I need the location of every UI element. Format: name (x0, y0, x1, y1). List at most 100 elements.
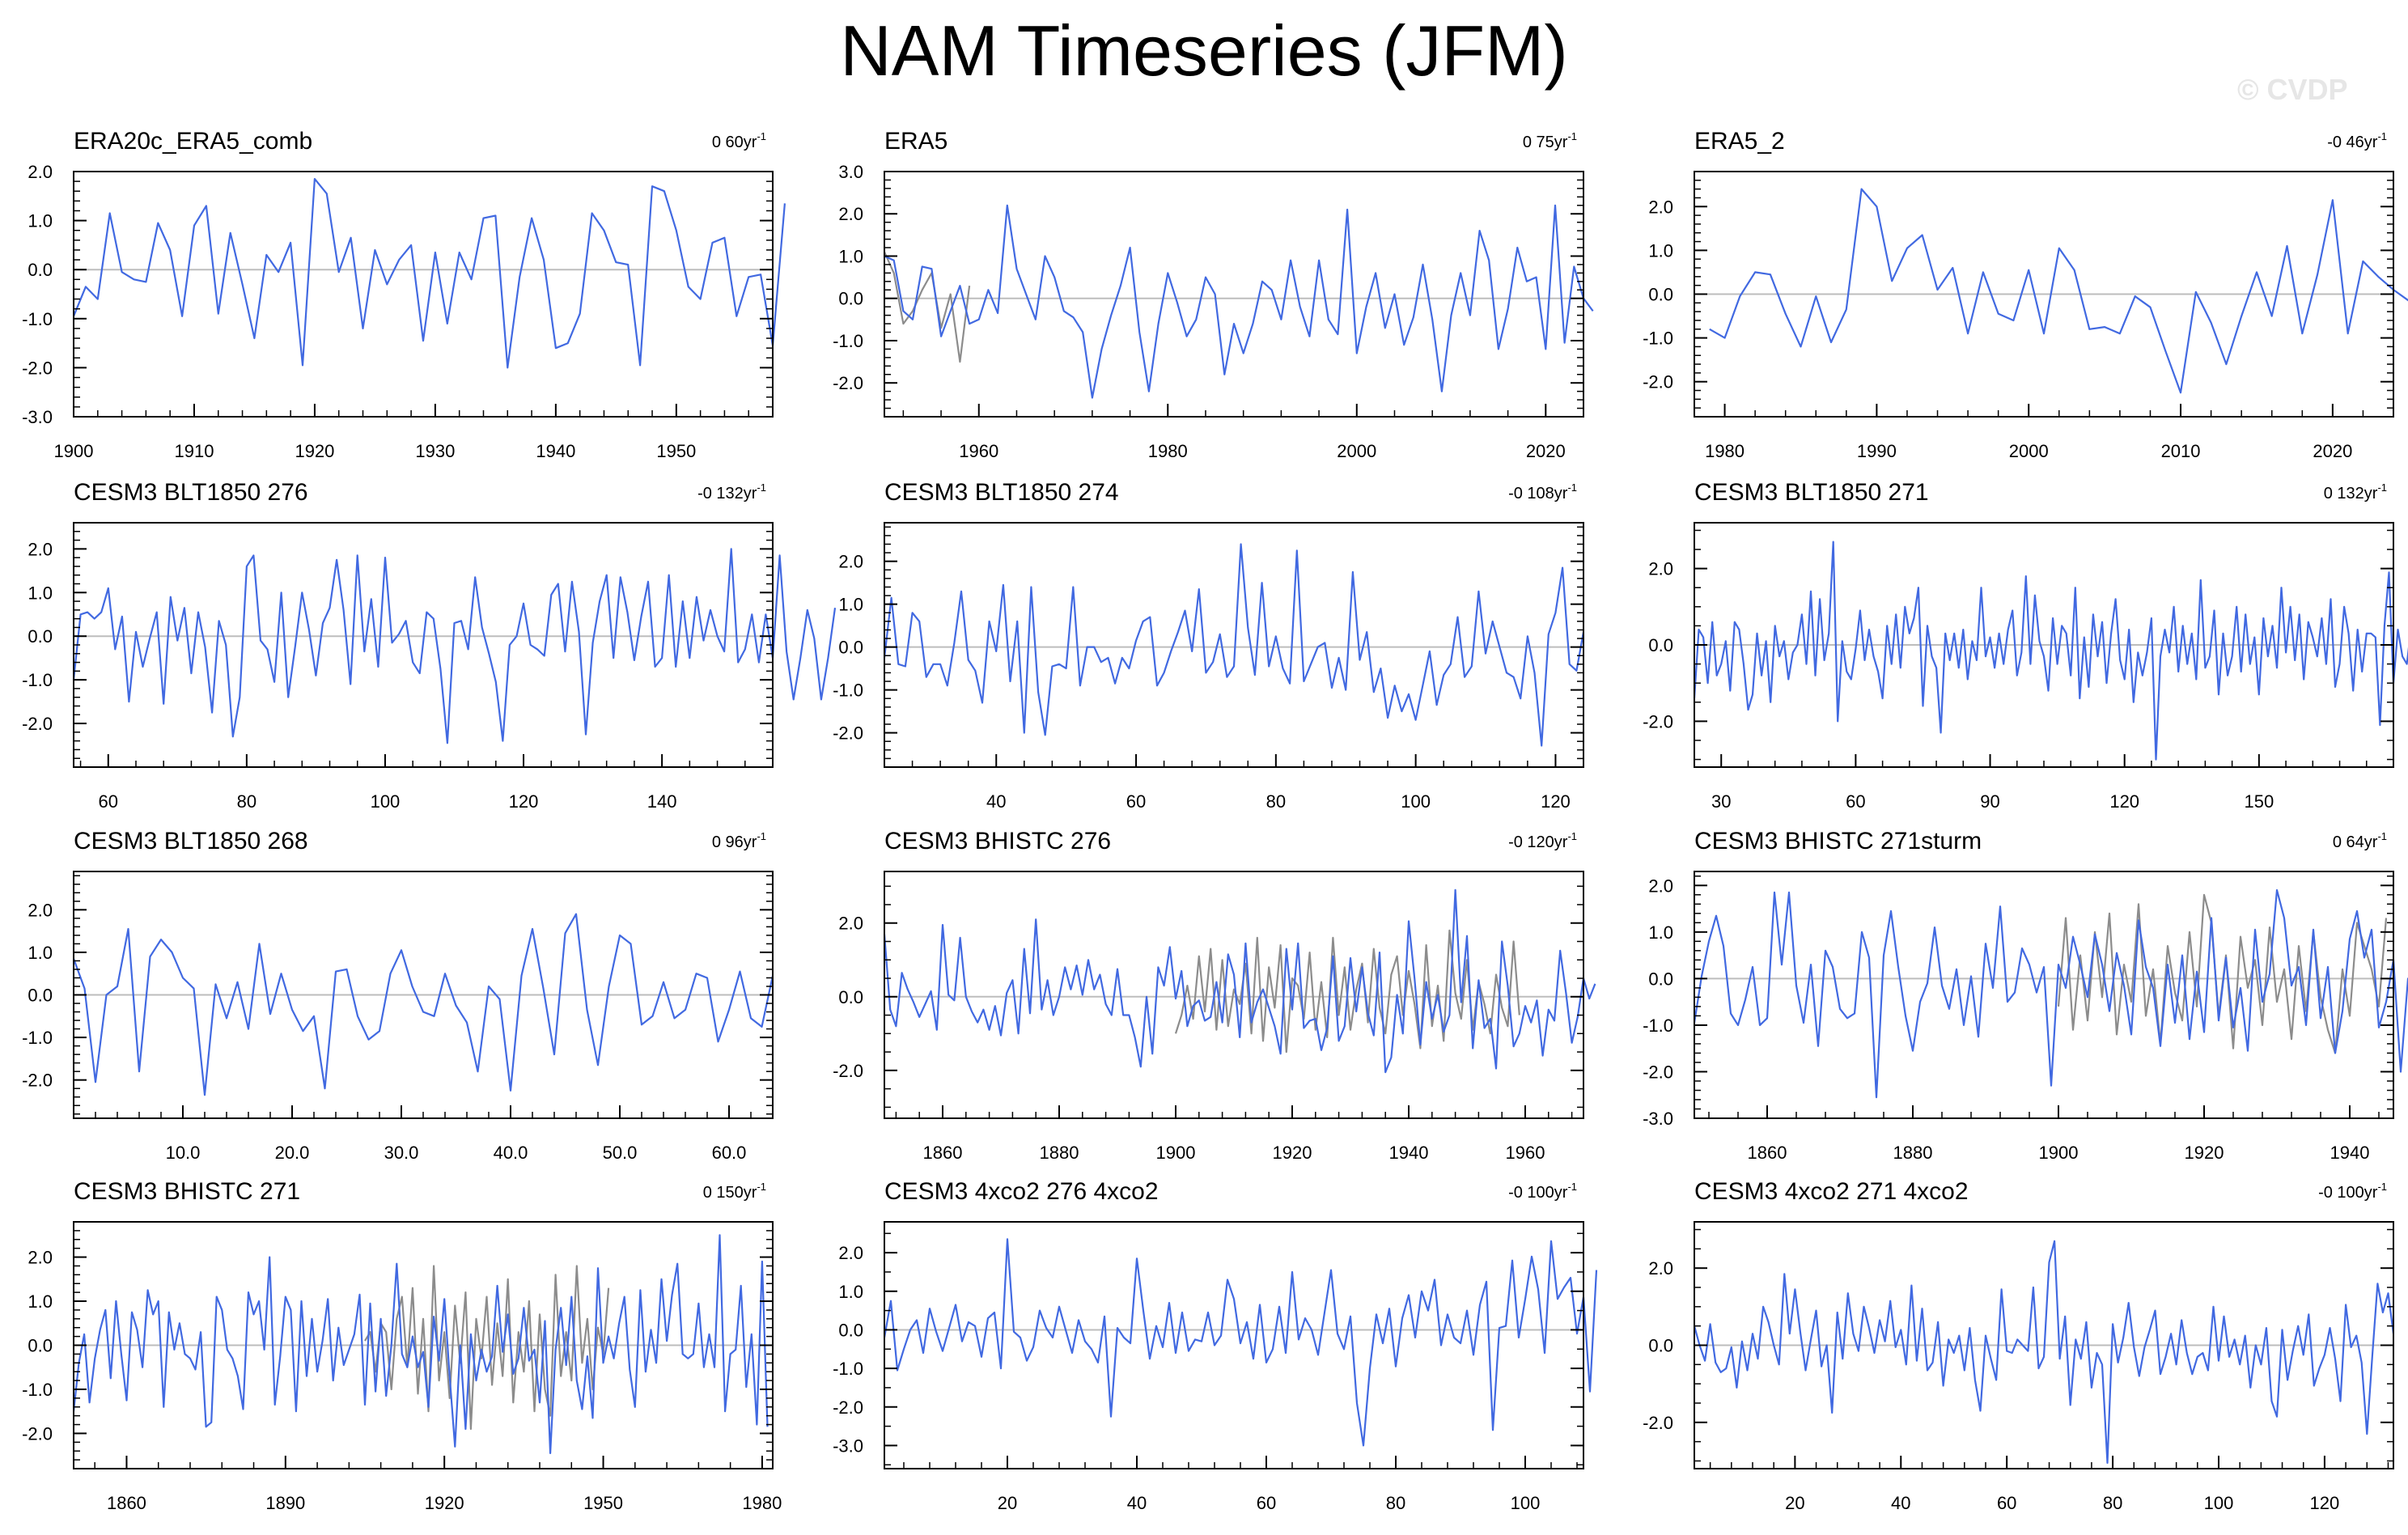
x-tick-label: 80 (237, 791, 256, 812)
y-tick-label: 0.0 (28, 1336, 53, 1356)
y-tick-label: -1.0 (22, 1028, 53, 1048)
x-tick-label: 1860 (107, 1493, 146, 1513)
panel-title: CESM3 4xco2 271 4xco2 (1694, 1178, 1969, 1205)
y-tick-label: 0.0 (838, 638, 863, 658)
trend-label: 0 96yr-1 (712, 830, 766, 851)
y-tick-label: 1.0 (28, 211, 53, 231)
chart-panel-10: CESM3 BHISTC 271 0 150yr-1 -2.0 -1.0 0.0 1.0 2… (22, 1178, 782, 1513)
y-tick-label: -1.0 (833, 681, 863, 701)
y-tick-label: -2.0 (833, 1397, 863, 1418)
series-line (883, 888, 1596, 1074)
y-tick-label: -2.0 (22, 714, 53, 734)
x-tick-label: 120 (2310, 1493, 2340, 1513)
trend-value: 0 64yr (2333, 833, 2378, 851)
panel-title: CESM3 BLT1850 274 (884, 479, 1119, 506)
trend-exponent: -1 (757, 830, 766, 842)
x-tick-label: 1920 (1273, 1143, 1312, 1163)
x-tick-label: 1950 (583, 1493, 623, 1513)
chart-panel-12: CESM3 4xco2 271 4xco2 -0 100yr-1 -2.0 0.0 2.… (1643, 1178, 2395, 1513)
y-tick-label: 1.0 (1648, 922, 1673, 943)
x-tick-label: 60 (99, 791, 118, 812)
plot-frame (1694, 871, 2394, 1119)
trend-exponent: -1 (2377, 481, 2387, 494)
x-tick-label: 100 (371, 791, 401, 812)
x-tick-label: 10.0 (166, 1143, 201, 1163)
y-tick-label: 0.0 (28, 626, 53, 647)
panel-title: ERA5_2 (1694, 128, 1785, 155)
series-line (1709, 188, 2408, 394)
chart-panel-6: CESM3 BLT1850 271 0 132yr-1 -2.0 0.0 2.0 30 60… (1643, 479, 2408, 812)
panel-title: CESM3 4xco2 276 4xco2 (884, 1178, 1159, 1205)
trend-value: -0 120yr (1508, 833, 1568, 851)
y-tick-label: 1.0 (838, 595, 863, 615)
panel-title: CESM3 BLT1850 276 (74, 479, 308, 506)
x-tick-label: 60.0 (712, 1143, 747, 1163)
series-line-secondary (883, 251, 971, 363)
x-tick-label: 2000 (2009, 441, 2049, 461)
y-tick-label: 1.0 (28, 943, 53, 963)
x-tick-label: 1990 (1857, 441, 1897, 461)
x-tick-label: 120 (1541, 791, 1571, 812)
x-tick-label: 1880 (1040, 1143, 1079, 1163)
chart-panel-7: CESM3 BLT1850 268 0 96yr-1 -2.0 -1.0 0.0 1.0 2… (22, 828, 774, 1163)
y-tick-label: 0.0 (1648, 1336, 1673, 1356)
trend-exponent: -1 (757, 481, 766, 494)
plot-frame (73, 171, 774, 418)
chart-panel-9: CESM3 BHISTC 271sturm 0 64yr-1 -3.0 -2.0 -1.… (1643, 828, 2408, 1163)
y-tick-label: -2.0 (1643, 1413, 1673, 1433)
x-tick-label: 20.0 (275, 1143, 310, 1163)
series-line (883, 1238, 1598, 1447)
y-tick-label: -1.0 (22, 670, 53, 690)
chart-panel-8: CESM3 BHISTC 276 -0 120yr-1 -2.0 0.0 2.0 1860… (833, 828, 1596, 1163)
y-tick-label: -2.0 (1643, 711, 1673, 731)
y-tick-label: 2.0 (1648, 197, 1673, 217)
trend-label: -0 132yr-1 (697, 481, 766, 502)
x-tick-label: 1920 (425, 1493, 464, 1513)
plot-frame (884, 171, 1584, 418)
x-tick-label: 1910 (174, 441, 214, 461)
x-tick-label: 1890 (265, 1493, 305, 1513)
chart-panel-4: CESM3 BLT1850 276 -0 132yr-1 -2.0 -1.0 0.0 1.… (22, 479, 837, 812)
y-tick-label: 1.0 (28, 583, 53, 603)
series-line (884, 204, 1594, 399)
y-tick-label: -3.0 (22, 407, 53, 427)
page-title: NAM Timeseries (JFM) (840, 11, 1568, 91)
panel-title: CESM3 BLT1850 271 (1694, 479, 1929, 506)
x-tick-label: 1920 (295, 441, 334, 461)
trend-value: -0 132yr (697, 485, 757, 502)
series-line (883, 543, 1585, 747)
y-tick-label: -1.0 (22, 309, 53, 329)
y-tick-label: -2.0 (1643, 1062, 1673, 1082)
trend-value: 0 96yr (712, 833, 757, 851)
y-tick-label: 0.0 (838, 987, 863, 1007)
y-tick-label: -2.0 (22, 1423, 53, 1444)
y-tick-label: 0.0 (1648, 969, 1673, 989)
x-tick-label: 1900 (1156, 1143, 1196, 1163)
panel-title: CESM3 BHISTC 276 (884, 828, 1111, 854)
y-tick-label: -2.0 (833, 1061, 863, 1081)
plot-frame (884, 522, 1584, 768)
x-tick-label: 40 (986, 791, 1006, 812)
trend-value: -0 100yr (1508, 1184, 1568, 1202)
y-tick-label: 2.0 (838, 914, 863, 934)
x-tick-label: 1920 (2185, 1143, 2224, 1163)
trend-exponent: -1 (2377, 130, 2387, 142)
y-tick-label: 0.0 (28, 260, 53, 280)
y-tick-label: 1.0 (1648, 240, 1673, 261)
y-tick-label: -1.0 (833, 1359, 863, 1379)
x-tick-label: 2020 (1526, 441, 1566, 461)
panel-title: CESM3 BHISTC 271 (74, 1178, 300, 1205)
trend-value: -0 108yr (1508, 485, 1568, 502)
series-line (1693, 888, 2408, 1099)
x-tick-label: 80 (2103, 1493, 2122, 1513)
x-tick-label: 2020 (2313, 441, 2352, 461)
y-tick-label: 2.0 (28, 539, 53, 559)
chart-panel-3: ERA5_2 -0 46yr-1 -2.0 -1.0 0.0 1.0 2.0 1980 1990… (1643, 128, 2408, 461)
x-tick-label: 1980 (1148, 441, 1188, 461)
y-tick-label: -1.0 (833, 331, 863, 351)
x-tick-label: 60 (1126, 791, 1146, 812)
trend-value: 0 132yr (2324, 485, 2378, 502)
trend-exponent: -1 (1567, 481, 1577, 494)
y-tick-label: 3.0 (838, 162, 863, 182)
trend-label: 0 64yr-1 (2333, 830, 2387, 851)
